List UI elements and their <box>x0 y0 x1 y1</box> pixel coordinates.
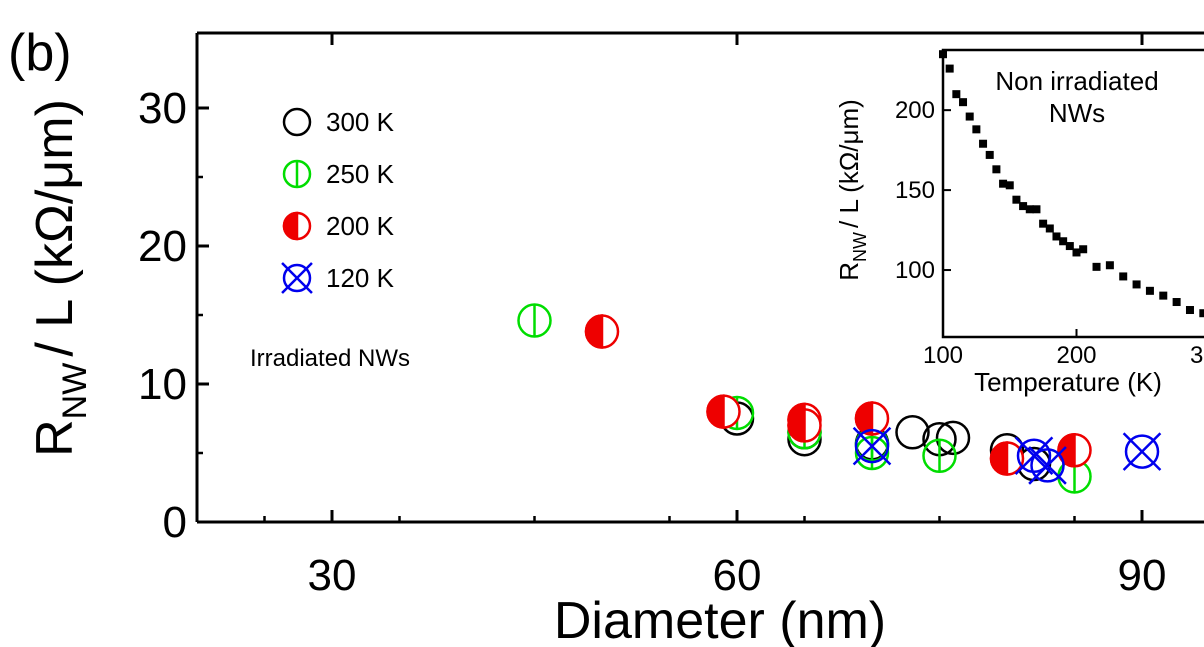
inset-data-point <box>1065 242 1074 251</box>
data-point <box>854 435 890 471</box>
data-point <box>922 438 957 474</box>
inset-y-axis-label: RNW / L (kΩ/μm) <box>834 99 870 281</box>
inset-x-tick-label: 300 <box>1190 342 1204 369</box>
inset-data-point <box>985 150 994 159</box>
main-y-axis-label: RNW / L (kΩ/μm) <box>26 99 94 457</box>
main-points <box>517 303 1162 494</box>
inset-x-axis-label: Temperature (K) <box>974 367 1162 397</box>
main-y-label-sub: NW <box>56 363 94 420</box>
inset-y-tick-label: 200 <box>895 97 935 124</box>
legend-label: 250 K <box>326 159 395 189</box>
inset-data-point <box>1145 286 1154 295</box>
inset-frame <box>941 48 1204 339</box>
legend-item: 300 K <box>282 107 395 137</box>
inset-data-point <box>1079 245 1088 254</box>
inset-data-point <box>1185 306 1194 315</box>
legend-item: 120 K <box>281 262 395 294</box>
inset-x-tick-label: 200 <box>1056 342 1096 369</box>
data-point <box>584 314 620 349</box>
inset-data-point <box>1119 272 1128 281</box>
legend-label: 120 K <box>326 263 395 293</box>
inset-data-point <box>1159 291 1168 300</box>
inset-data-point <box>965 112 974 121</box>
inset-data-point <box>979 139 988 148</box>
inset-data-point <box>1045 224 1054 233</box>
data-point <box>281 262 313 294</box>
data-point <box>517 303 552 338</box>
inset-y-label-sub: NW <box>850 232 870 262</box>
inset-plot: 100 200 300 100 150 200 Non irradiated NWs Te… <box>834 48 1204 397</box>
inset-data-point <box>1005 181 1014 190</box>
data-point <box>282 107 312 137</box>
main-y-tick-label: 0 <box>163 498 187 547</box>
inset-data-point <box>1092 262 1101 271</box>
data-point <box>1057 432 1092 468</box>
data-point <box>854 401 890 436</box>
main-annotation: Irradiated NWs <box>250 345 410 372</box>
data-point <box>989 441 1025 476</box>
data-point <box>935 420 971 456</box>
inset-y-label-main: R <box>834 262 864 281</box>
legend-item: 200 K <box>282 211 395 241</box>
inset-data-point <box>1172 298 1181 307</box>
inset-data-point <box>959 98 968 107</box>
inset-x-tick-label: 100 <box>923 342 963 369</box>
data-point <box>895 415 930 450</box>
inset-data-point <box>939 50 947 59</box>
data-point <box>706 394 741 429</box>
inset-data-point <box>945 64 954 73</box>
inset-y-tick-label: 150 <box>895 177 935 204</box>
data-point <box>1028 446 1067 485</box>
inset-data-point <box>952 90 961 99</box>
inset-annotation-line-2: NWs <box>1049 98 1105 128</box>
main-x-tick-label: 60 <box>713 551 762 600</box>
main-x-tick-label: 30 <box>308 551 357 600</box>
data-point <box>282 211 312 241</box>
legend: 300 K 250 K 200 K 120 K <box>281 107 395 294</box>
inset-ticks: 100 200 300 100 150 200 <box>895 97 1204 369</box>
panel-label: (b) <box>8 24 72 82</box>
data-point <box>787 408 822 443</box>
main-x-tick-label: 90 <box>1118 551 1167 600</box>
data-point <box>852 426 892 466</box>
main-y-label-rest: / L (kΩ/μm) <box>26 99 84 357</box>
inset-data-point <box>1132 280 1141 289</box>
inset-data-point <box>1039 219 1048 228</box>
main-ticks: 30 60 90 0 10 20 30 <box>138 33 1166 600</box>
inset-data-point <box>1032 205 1041 214</box>
legend-label: 200 K <box>326 211 395 241</box>
inset-data-point <box>992 165 1001 174</box>
legend-label: 300 K <box>326 107 395 137</box>
inset-data-point <box>1105 261 1114 270</box>
inset-annotation-line-1: Non irradiated <box>995 66 1158 96</box>
main-x-axis-label: Diameter (nm) <box>554 592 886 647</box>
inset-y-label-rest: / L (kΩ/μm) <box>834 99 864 228</box>
inset-data-point <box>1025 205 1034 214</box>
inset-points <box>939 50 1204 318</box>
data-point <box>1122 432 1162 471</box>
inset-data-point <box>999 179 1008 188</box>
inset-data-point <box>1052 232 1061 241</box>
inset-data-point <box>1059 237 1068 246</box>
main-y-tick-label: 10 <box>138 360 187 409</box>
inset-y-tick-label: 100 <box>895 257 935 284</box>
legend-item: 250 K <box>282 159 395 189</box>
inset-data-point <box>1019 202 1028 211</box>
main-y-tick-label: 20 <box>138 222 187 271</box>
inset-data-point <box>1072 248 1081 257</box>
main-y-tick-label: 30 <box>138 84 187 133</box>
inset-data-point <box>972 125 981 134</box>
data-point <box>282 159 312 189</box>
inset-data-point <box>1199 309 1204 318</box>
main-y-label-main: R <box>26 419 84 457</box>
inset-data-point <box>1012 195 1021 204</box>
